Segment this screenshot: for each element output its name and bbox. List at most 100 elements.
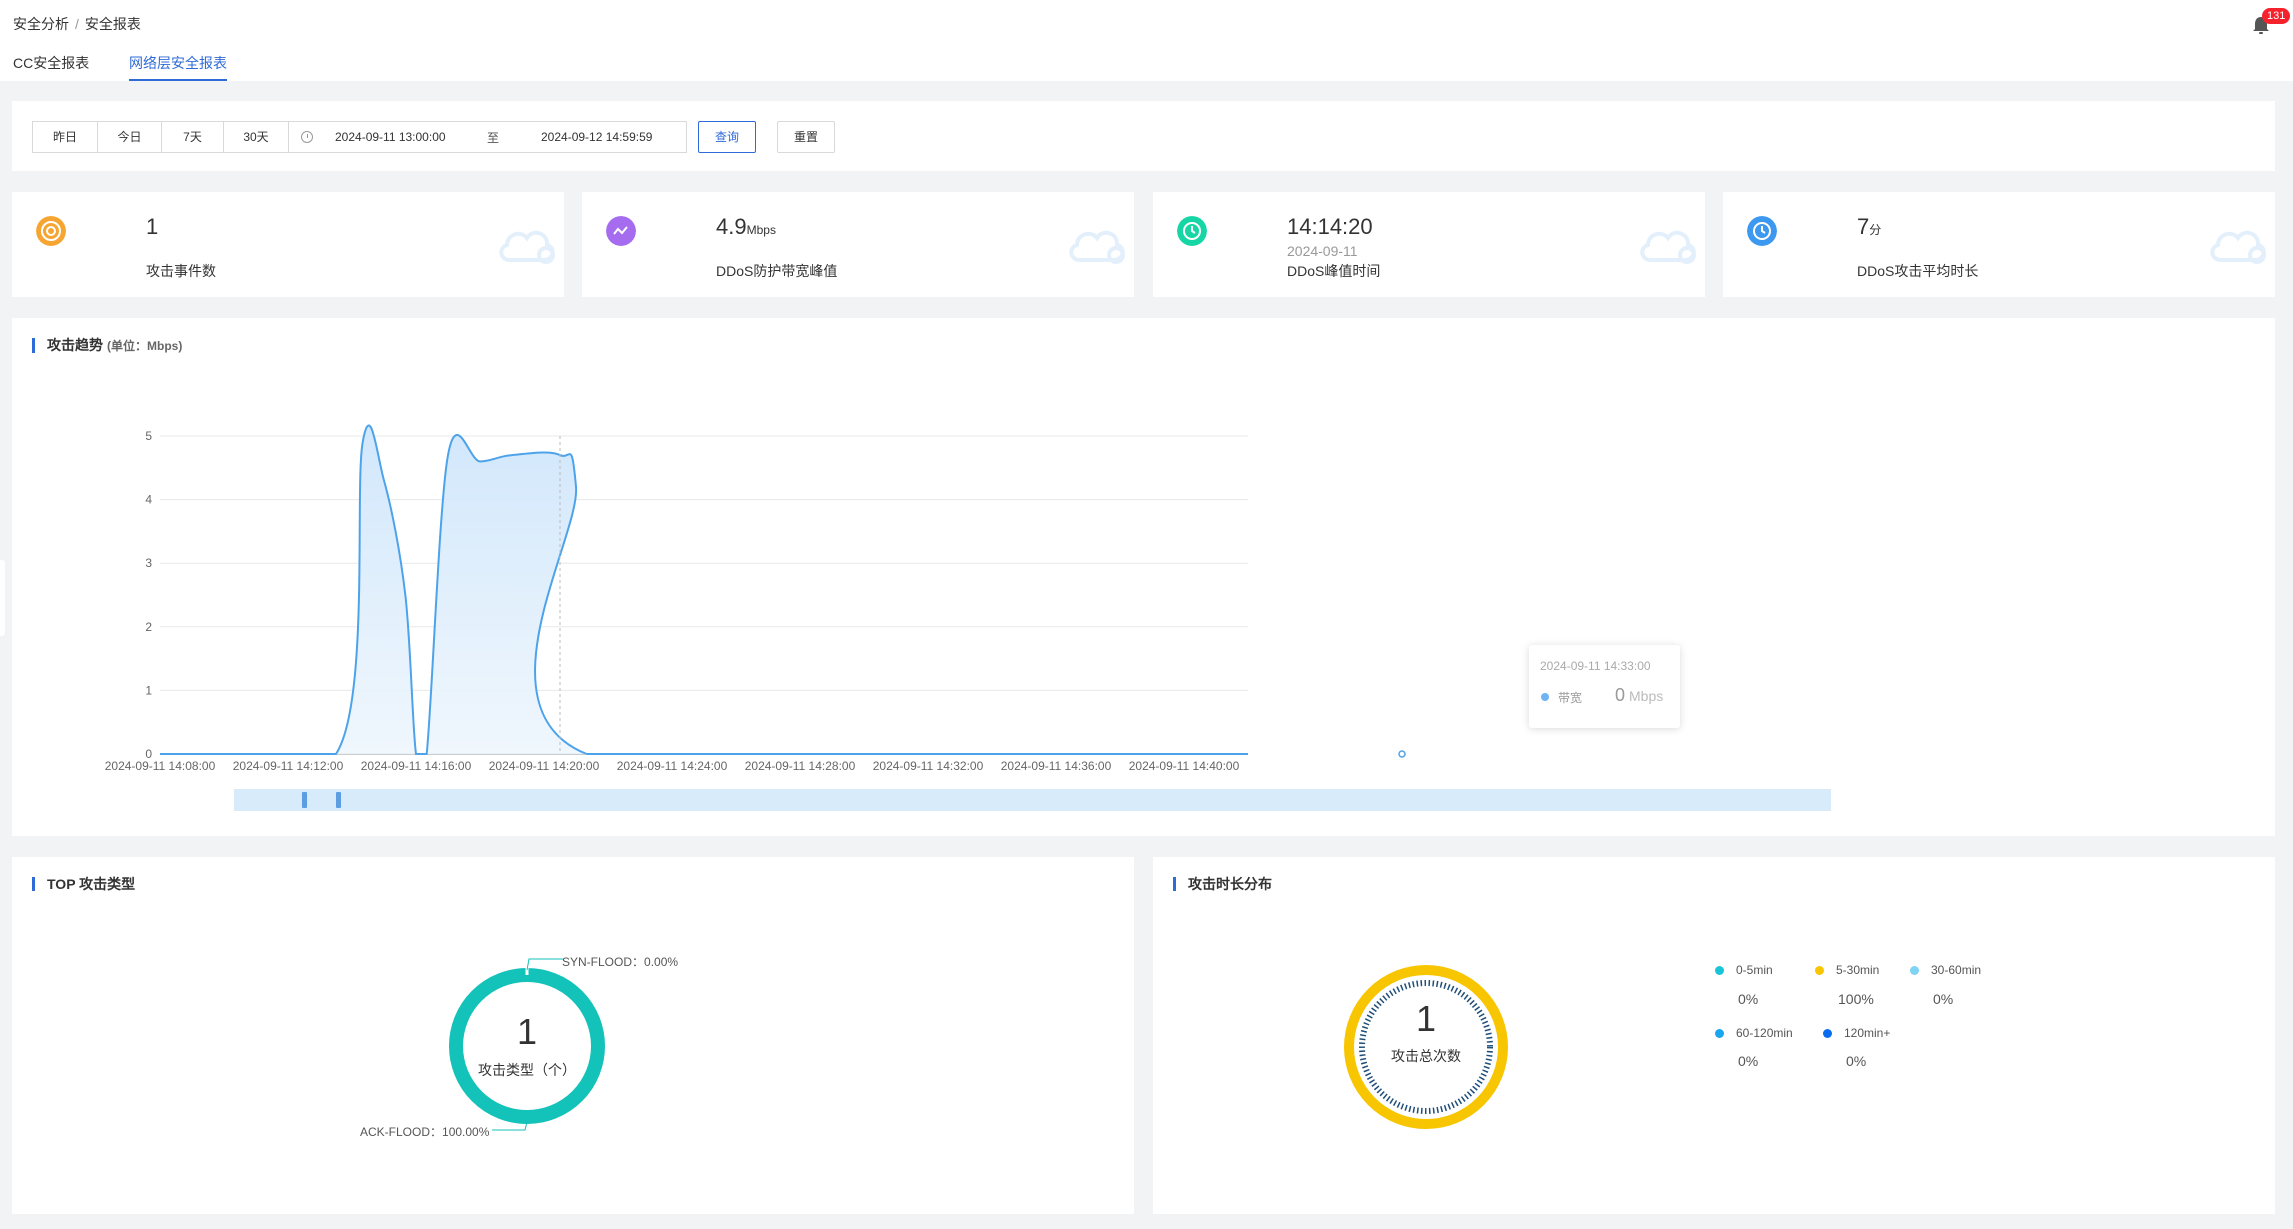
zoom-slider-track[interactable] (234, 789, 1831, 811)
series-line (160, 424, 1248, 756)
cloud-icon (1640, 230, 1696, 264)
stat-label: 攻击事件数 (146, 263, 216, 279)
trend-title: 攻击趋势 (单位：Mbps) (32, 338, 182, 353)
tab-cc-report[interactable]: CC安全报表 (13, 55, 90, 71)
attack-trend-card: 攻击趋势 (单位：Mbps) 0 1 2 3 4 5 2024-09-11 14:08:00… (12, 318, 2275, 836)
legend-percent: 0% (1846, 1053, 1867, 1069)
donut-center-label: 攻击总次数 (1391, 1048, 1461, 1064)
range-30days-button[interactable]: 30天 (224, 122, 289, 152)
tooltip-series-dot (1541, 693, 1549, 701)
cloud-icon (2210, 230, 2266, 264)
slice-5-30min[interactable] (1344, 965, 1508, 1129)
quick-range-group: 昨日 今日 7天 30天 2024-09-11 13:00:00 至 2024-… (32, 121, 687, 153)
range-7days-button[interactable]: 7天 (162, 122, 224, 152)
top-types-title: TOP 攻击类型 (32, 877, 135, 891)
donut-center-value: 1 (1415, 998, 1437, 1039)
stat-card-bandwidth-peak: 4.9Mbps DDoS防护带宽峰值 (582, 192, 1134, 297)
tooltip-value: 0 Mbps (1615, 685, 1664, 705)
y-tick-label: 2 (145, 620, 152, 634)
top-bar: 安全分析 / 安全报表 131 CC安全报表 网络层安全报表 (0, 0, 2293, 81)
x-tick-label: 2024-09-11 14:28:00 (745, 759, 856, 773)
target-icon (36, 216, 66, 246)
range-yesterday-button[interactable]: 昨日 (33, 122, 98, 152)
range-today-button[interactable]: 今日 (98, 122, 162, 152)
top-attack-types-card: TOP 攻击类型 SYN-FLOOD：0.00% ACK-FLOOD：100.0… (12, 857, 1134, 1214)
attack-type-donut (449, 958, 605, 1131)
y-tick-label: 5 (145, 429, 152, 443)
filter-bar: 昨日 今日 7天 30天 2024-09-11 13:00:00 至 2024-… (12, 101, 2275, 171)
cloud-icon (499, 230, 555, 264)
date-range-picker[interactable]: 2024-09-11 13:00:00 至 2024-09-12 14:59:5… (289, 122, 686, 152)
cloud-icon (1069, 230, 1125, 264)
chart-tooltip: 2024-09-11 14:33:00 带宽 0 Mbps (1529, 645, 1680, 728)
legend-dot (1815, 966, 1824, 975)
breadcrumb: 安全分析 / 安全报表 (13, 14, 141, 34)
x-tick-label: 2024-09-11 14:32:00 (873, 759, 984, 773)
end-date-input[interactable]: 2024-09-12 14:59:59 (541, 130, 653, 144)
duration-donut (1344, 965, 1508, 1129)
stat-label: DDoS峰值时间 (1287, 263, 1381, 279)
stat-date: 2024-09-11 (1287, 243, 1358, 259)
donut-center-value: 1 (516, 1011, 538, 1052)
legend-percent: 100% (1838, 991, 1874, 1007)
series-area (160, 425, 1248, 754)
x-tick-label: 2024-09-11 14:16:00 (361, 759, 472, 773)
label-syn-flood: SYN-FLOOD：0.00% (562, 955, 679, 969)
stat-card-attack-events: 1 攻击事件数 (12, 192, 564, 297)
legend-dot (1823, 1029, 1832, 1038)
legend-dot (1715, 1029, 1724, 1038)
clock-icon (301, 131, 313, 143)
stat-card-avg-duration: 7分 DDoS攻击平均时长 (1723, 192, 2275, 297)
stat-value: 14:14:20 (1287, 214, 1373, 239)
clock-icon (1747, 216, 1777, 246)
breadcrumb-parent[interactable]: 安全分析 (13, 16, 69, 32)
label-ack-flood: ACK-FLOOD：100.00% (360, 1125, 490, 1139)
legend-percent: 0% (1933, 991, 1954, 1007)
duration-title: 攻击时长分布 (1173, 877, 1272, 891)
start-date-input[interactable]: 2024-09-11 13:00:00 (335, 130, 446, 144)
y-tick-label: 3 (145, 556, 152, 570)
notification-badge: 131 (2262, 8, 2291, 24)
x-tick-label: 2024-09-11 14:24:00 (617, 759, 728, 773)
legend-percent: 0% (1738, 1053, 1759, 1069)
donut-center-label: 攻击类型（个） (478, 1062, 576, 1078)
x-tick-label: 2024-09-11 14:12:00 (233, 759, 344, 773)
stat-value: 1 (146, 214, 159, 239)
legend-120min-plus[interactable]: 120min+ (1823, 1026, 1890, 1040)
legend-percent: 0% (1738, 991, 1759, 1007)
x-tick-label: 2024-09-11 14:20:00 (489, 759, 600, 773)
tab-network-report[interactable]: 网络层安全报表 (129, 55, 227, 81)
stat-label: DDoS防护带宽峰值 (716, 263, 838, 279)
x-tick-label: 2024-09-11 14:36:00 (1001, 759, 1112, 773)
breadcrumb-current: 安全报表 (84, 16, 141, 32)
label-line-ack (492, 1121, 528, 1131)
tooltip-time: 2024-09-11 14:33:00 (1540, 659, 1651, 673)
legend-60-120min[interactable]: 60-120min (1715, 1026, 1793, 1040)
stat-label: DDoS攻击平均时长 (1857, 263, 1979, 279)
x-tick-label: 2024-09-11 14:08:00 (105, 759, 216, 773)
attack-duration-card: 攻击时长分布 1 攻击总次数 0-5min 0% 5-30min 100% 30… (1153, 857, 2275, 1214)
y-tick-label: 1 (145, 683, 152, 697)
label-line-syn (526, 958, 564, 971)
trend-chart: 0 1 2 3 4 5 2024-09-11 14:08:00 2024-09-11 14:… (105, 424, 1831, 811)
date-range-separator: 至 (487, 130, 500, 145)
breadcrumb-separator: / (75, 16, 79, 32)
x-tick-label: 2024-09-11 14:40:00 (1129, 759, 1240, 773)
wave-icon (606, 216, 636, 246)
y-tick-label: 4 (145, 493, 152, 507)
reset-button[interactable]: 重置 (777, 121, 835, 153)
clock-icon (1177, 216, 1207, 246)
inner-dashed-ring (1359, 980, 1493, 1114)
legend-5-30min[interactable]: 5-30min (1815, 963, 1879, 977)
y-tick-label: 0 (145, 747, 152, 761)
legend-dot (1715, 966, 1724, 975)
zoom-slider-handle-left[interactable] (302, 792, 307, 808)
query-button[interactable]: 查询 (698, 121, 756, 153)
stat-value: 4.9Mbps (716, 214, 776, 239)
side-drawer-handle[interactable] (0, 560, 5, 636)
tooltip-series-name: 带宽 (1558, 691, 1583, 705)
legend-30-60min[interactable]: 30-60min (1910, 963, 1981, 977)
zoom-slider-handle-right[interactable] (336, 792, 341, 808)
legend-0-5min[interactable]: 0-5min (1715, 963, 1773, 977)
stat-value: 7分 (1857, 214, 1882, 239)
